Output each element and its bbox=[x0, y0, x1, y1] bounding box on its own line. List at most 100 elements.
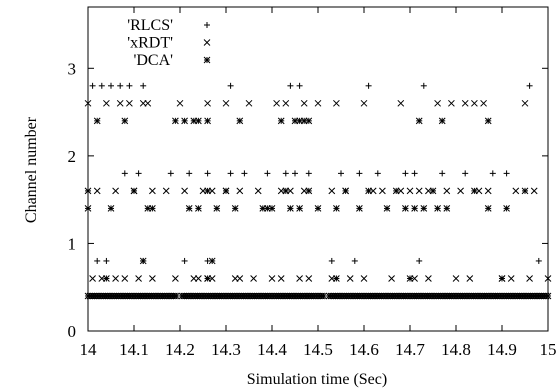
data-point bbox=[471, 99, 478, 107]
legend-marker bbox=[203, 39, 211, 46]
legend-label: 'RLCS' bbox=[127, 17, 173, 34]
x-tick-label: 15 bbox=[540, 340, 557, 359]
data-point bbox=[296, 275, 303, 282]
legend-label: 'xRDT' bbox=[127, 35, 173, 52]
data-point bbox=[108, 82, 114, 89]
data-point bbox=[236, 187, 244, 195]
data-point bbox=[277, 117, 285, 125]
data-point bbox=[466, 275, 474, 282]
data-point bbox=[503, 170, 510, 177]
data-point bbox=[388, 275, 395, 282]
data-point bbox=[103, 257, 110, 264]
x-tick-label: 14.4 bbox=[257, 340, 287, 359]
data-point bbox=[135, 275, 142, 282]
data-point bbox=[328, 187, 336, 195]
data-point bbox=[411, 205, 418, 212]
legend-label: 'DCA' bbox=[133, 52, 173, 69]
x-tick-label: 14.6 bbox=[349, 340, 379, 359]
data-point bbox=[103, 99, 110, 107]
data-point bbox=[208, 257, 216, 265]
data-point bbox=[287, 82, 294, 89]
x-axis-label: Simulation time (Sec) bbox=[247, 371, 387, 388]
data-point bbox=[305, 187, 313, 195]
data-point bbox=[112, 275, 119, 282]
x-tick-label: 14.3 bbox=[211, 340, 241, 359]
x-axis-ticks: 14 14.1 14.2 14.3 14.4 14.5 14.6 14.7 14.8 14.9 15 bbox=[80, 7, 557, 359]
data-point bbox=[498, 275, 506, 282]
data-point bbox=[360, 99, 368, 107]
data-point bbox=[195, 275, 202, 282]
data-point bbox=[448, 99, 455, 107]
data-point bbox=[241, 170, 248, 177]
y-tick-label: 0 bbox=[68, 322, 77, 341]
data-point bbox=[356, 170, 363, 177]
y-tick-label: 1 bbox=[68, 234, 77, 253]
data-point bbox=[429, 187, 437, 195]
legend-marker bbox=[203, 56, 211, 64]
data-point bbox=[320, 292, 327, 300]
data-point bbox=[254, 187, 262, 195]
x-tick-label: 14.8 bbox=[441, 340, 471, 359]
y-tick-label: 3 bbox=[68, 59, 77, 78]
data-point bbox=[314, 205, 322, 212]
data-point bbox=[406, 275, 414, 282]
data-point bbox=[112, 187, 119, 195]
data-point bbox=[305, 275, 313, 282]
y-tick-label: 2 bbox=[68, 147, 77, 166]
data-point bbox=[282, 99, 290, 107]
data-point bbox=[116, 99, 124, 107]
data-point bbox=[314, 99, 322, 107]
data-point bbox=[338, 170, 344, 177]
data-point bbox=[236, 275, 244, 282]
data-point bbox=[126, 99, 133, 107]
data-point bbox=[415, 187, 423, 195]
data-point bbox=[149, 205, 156, 212]
data-point bbox=[434, 99, 441, 107]
data-point bbox=[402, 170, 409, 177]
data-point bbox=[186, 170, 193, 177]
data-point bbox=[93, 117, 101, 125]
data-point bbox=[333, 205, 340, 212]
data-point bbox=[204, 99, 211, 107]
data-point bbox=[397, 99, 405, 107]
legend: 'RLCS''xRDT''DCA' bbox=[127, 17, 211, 69]
data-point bbox=[149, 275, 156, 282]
data-point bbox=[84, 99, 92, 107]
data-point bbox=[185, 205, 193, 212]
data-point bbox=[296, 82, 303, 89]
data-point bbox=[544, 275, 552, 282]
data-point bbox=[415, 117, 423, 125]
data-point bbox=[383, 205, 391, 212]
data-point bbox=[227, 170, 234, 177]
data-point bbox=[406, 187, 414, 195]
data-point bbox=[149, 187, 156, 195]
data-point bbox=[379, 187, 386, 195]
series-2 bbox=[84, 117, 552, 300]
data-point bbox=[84, 187, 92, 195]
x-tick-label: 14.2 bbox=[165, 340, 195, 359]
data-point bbox=[360, 275, 368, 282]
data-point bbox=[181, 117, 188, 125]
data-point bbox=[438, 117, 446, 125]
data-point bbox=[121, 275, 129, 282]
data-point bbox=[162, 187, 170, 195]
data-point bbox=[346, 275, 354, 282]
data-point bbox=[530, 187, 538, 195]
x-tick-label: 14.1 bbox=[119, 340, 149, 359]
series-1 bbox=[84, 99, 552, 282]
data-point bbox=[121, 170, 128, 177]
data-point bbox=[452, 275, 460, 282]
data-point bbox=[250, 275, 257, 282]
data-point bbox=[300, 99, 308, 107]
data-point bbox=[521, 99, 529, 107]
data-point bbox=[167, 170, 174, 177]
data-point bbox=[172, 117, 179, 125]
data-point bbox=[204, 117, 211, 125]
data-point bbox=[204, 187, 211, 195]
data-point bbox=[443, 205, 451, 212]
data-point bbox=[434, 205, 441, 212]
data-point bbox=[292, 170, 298, 177]
data-marks bbox=[84, 82, 552, 300]
data-point bbox=[181, 257, 188, 264]
